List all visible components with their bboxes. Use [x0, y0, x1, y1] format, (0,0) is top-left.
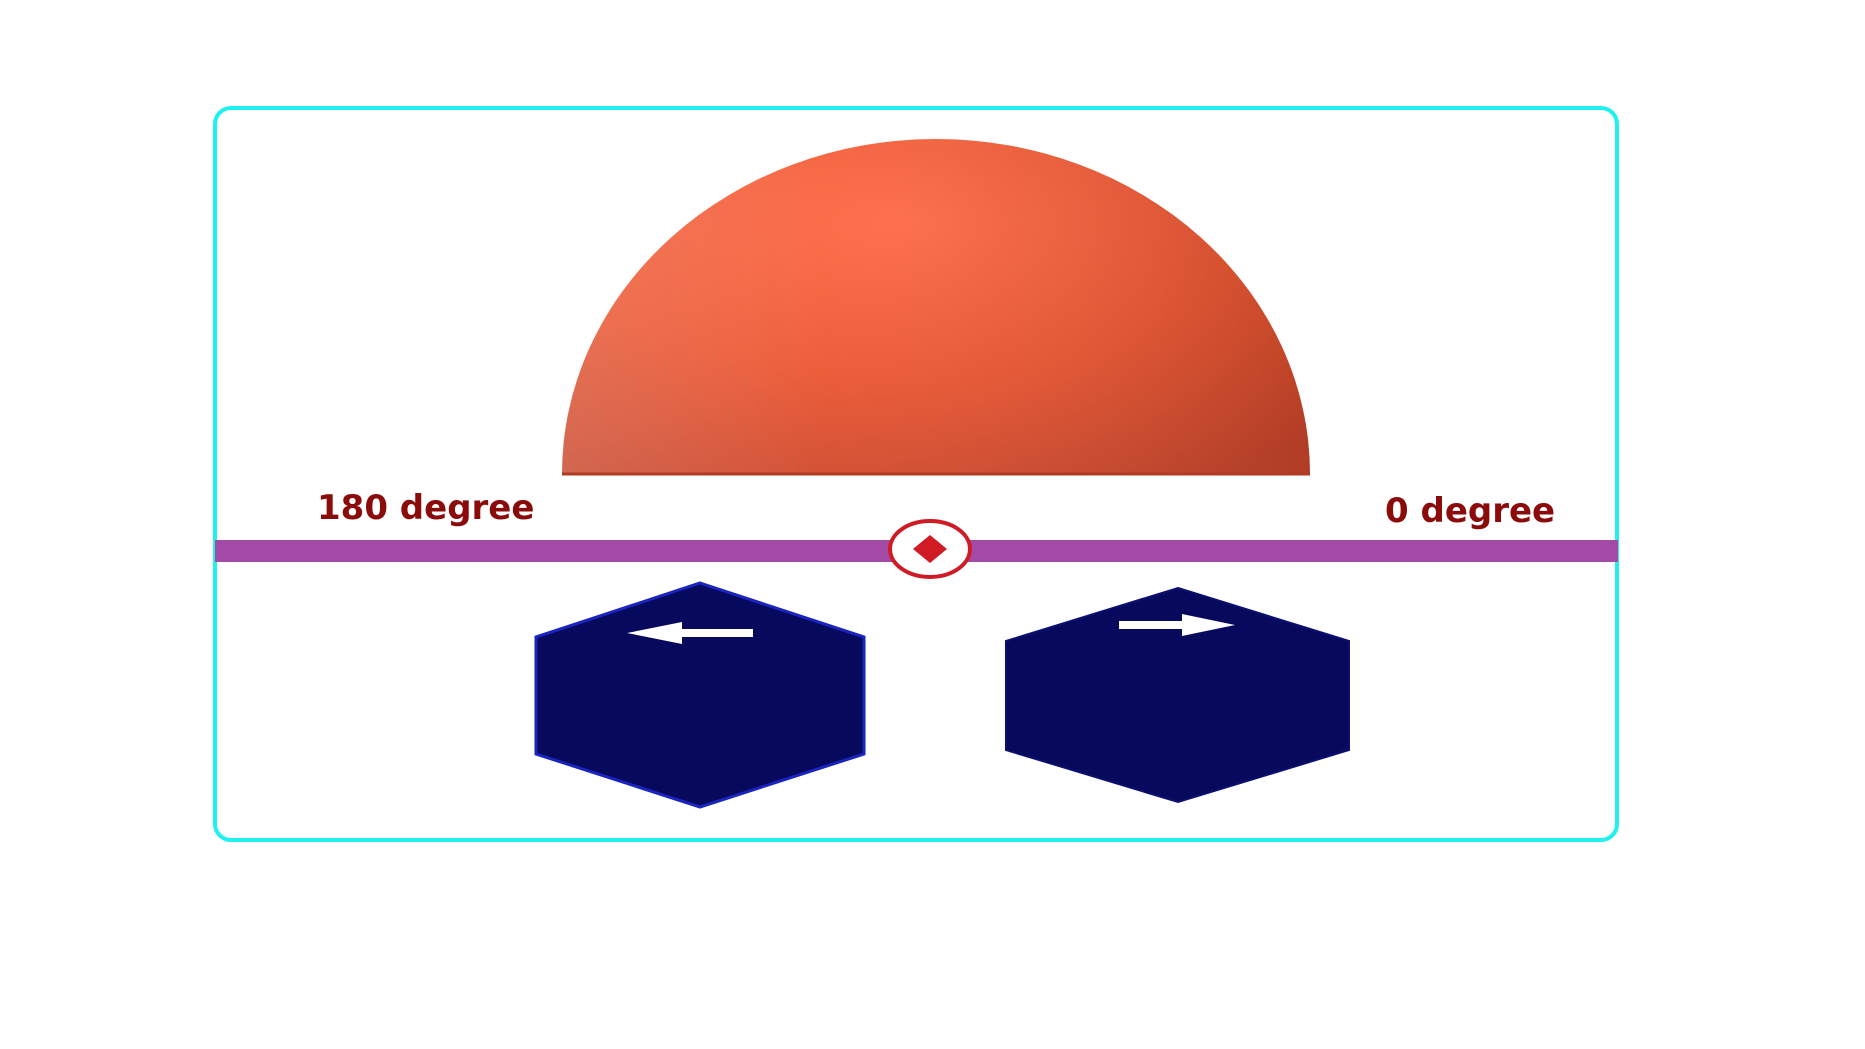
label-0-degree: 0 degree: [1385, 491, 1555, 531]
rotate-left-button[interactable]: [534, 581, 866, 809]
dome-semicircle: [562, 139, 1310, 476]
arrow-left-icon: [627, 622, 753, 644]
arrow-right-icon: [1119, 614, 1235, 636]
label-180-degree: 180 degree: [317, 488, 534, 528]
diamond-marker-icon: [888, 519, 972, 579]
rotate-right-button[interactable]: [1005, 586, 1350, 804]
frame: [213, 106, 1619, 842]
